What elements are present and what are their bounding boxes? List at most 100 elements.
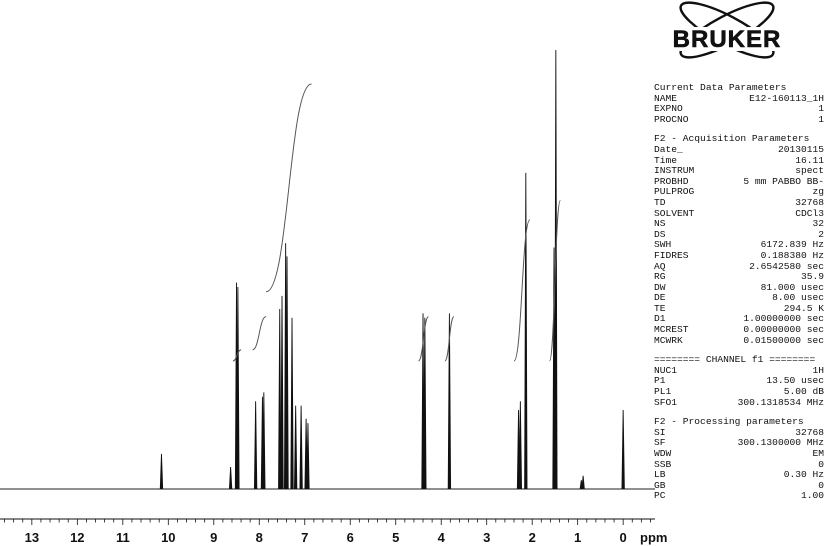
x-tick-label: 10 (161, 530, 175, 545)
spectrum-peak (294, 405, 298, 490)
param-rows: NUC1 1H P1 13.50 usec PL1 5.00 dB SFO1 300.1318… (654, 364, 824, 408)
param-value: 5.00 dB (783, 386, 824, 398)
x-tick-label: 7 (301, 530, 308, 545)
param-key: MCWRK (654, 334, 683, 346)
param-value: 0.00000000 sec (743, 324, 824, 336)
x-tick-label: 3 (483, 530, 490, 545)
param-row: MCREST 0.00000000 sec (654, 324, 824, 336)
param-key: WDW (654, 448, 672, 459)
param-key: PL1 (654, 386, 672, 398)
spectrum-peak (236, 287, 240, 490)
param-key: FIDRES (654, 249, 689, 261)
param-key: DS (654, 228, 666, 240)
param-value: 1H (812, 364, 824, 376)
param-row: SI 32768 (654, 426, 824, 439)
section-header: Current Data Parameters (654, 82, 787, 93)
spectrum-peak (262, 392, 266, 490)
param-row: INSTRUM spect (654, 166, 824, 177)
param-row: DW 81.000 usec (654, 281, 824, 294)
param-value: 0.188380 Hz (760, 249, 824, 261)
spectrum-peak (278, 309, 282, 490)
param-value: 20130115 (777, 143, 824, 155)
param-value: 1.00 (800, 490, 824, 502)
param-key: PULPROG (654, 186, 695, 198)
integral-curve (252, 316, 267, 351)
param-row: DS 2 (654, 228, 824, 241)
param-key: TE (654, 302, 666, 314)
param-key: AQ (654, 260, 666, 272)
integral-curve (232, 349, 242, 362)
param-key: SWH (654, 239, 672, 251)
x-tick-label: 11 (116, 530, 130, 545)
x-tick-label: 13 (25, 530, 39, 545)
param-key: NS (654, 218, 666, 230)
param-value: 0.30 Hz (783, 469, 824, 481)
integral-curves (232, 83, 561, 362)
section-header: F2 - Processing parameters (654, 416, 804, 428)
param-key: MCREST (654, 324, 689, 336)
acquisition-section: F2 - Acquisition Parameters Date_ 2013011… (654, 134, 824, 346)
param-row: EXPNO 1 (654, 104, 824, 115)
spectrum-peak (518, 401, 523, 490)
param-key: INSTRUM (654, 165, 695, 177)
bruker-logo: BRUKER (652, 1, 802, 59)
param-key: P1 (654, 375, 666, 387)
param-row: FIDRES 0.188380 Hz (654, 249, 824, 262)
x-axis: 13 12 11 10 9 8 7 6 5 4 3 2 1 0 (0, 518, 655, 545)
param-key: SI (654, 426, 666, 438)
param-value: E12-160113_1H (749, 92, 824, 104)
spectrum-peak (280, 295, 284, 490)
param-key: PROCNO (654, 113, 689, 125)
param-row: Time 16.11 (654, 154, 824, 167)
param-row: NAME E12-160113_1H (654, 92, 824, 105)
integral-curve (513, 219, 531, 362)
integral-curve (265, 83, 312, 293)
param-rows: SI 32768 SF 300.1300000 MHz WDW EM SSB 0 LB 0.30 … (654, 426, 824, 502)
param-key: EXPNO (654, 103, 683, 115)
param-key: LB (654, 469, 666, 481)
spectrum-peak (228, 467, 233, 490)
param-row: PL1 5.00 dB (654, 386, 824, 398)
param-row: NUC1 1H (654, 364, 824, 377)
param-row: MCWRK 0.01500000 sec (654, 334, 824, 347)
param-row: LB 0.30 Hz (654, 470, 824, 481)
param-key: Time (654, 154, 678, 166)
spectrum-peak (253, 401, 258, 490)
param-value: 5 mm PABBO BB- (743, 175, 824, 187)
spectrum-peak (285, 256, 289, 490)
param-value: 300.1318534 MHz (737, 396, 824, 408)
x-tick-label: 8 (256, 530, 263, 545)
integral-curve (417, 316, 429, 362)
param-key: SOLVENT (654, 207, 695, 219)
param-value: 32768 (795, 426, 824, 438)
param-row: PC 1.00 (654, 491, 824, 502)
spectrum-peak (524, 172, 528, 490)
param-row: D1 1.00000000 sec (654, 314, 824, 325)
param-value: 1 (818, 103, 824, 115)
param-key: NUC1 (654, 364, 678, 376)
param-value: 1.00000000 sec (743, 313, 824, 325)
spectrum-peak (299, 405, 303, 490)
param-rows: NAME E12-160113_1H EXPNO 1 PROCNO 1 (654, 92, 824, 126)
x-tick-label: 5 (392, 530, 399, 545)
param-key: SF (654, 437, 666, 449)
spectrum-peak (447, 313, 452, 490)
spectrum-peak (554, 49, 558, 490)
param-key: GB (654, 479, 666, 491)
param-key: D1 (654, 313, 666, 325)
x-tick-label: 2 (529, 530, 536, 545)
param-row: WDW EM (654, 448, 824, 460)
param-row: PROCNO 1 (654, 113, 824, 126)
param-key: DW (654, 281, 666, 293)
param-value: spect (795, 165, 824, 177)
x-tick-label: 1 (574, 530, 581, 545)
spectrum-peak (621, 409, 625, 490)
x-axis-label: ppm (640, 530, 667, 545)
param-value: 300.1300000 MHz (737, 437, 824, 449)
param-value: 16.11 (795, 154, 824, 166)
spectrum-peak (290, 317, 294, 490)
param-value: 1 (818, 113, 824, 125)
integral-curve (444, 316, 455, 362)
x-tick-label: 0 (620, 530, 627, 545)
param-row: TE 294.5 K (654, 302, 824, 315)
